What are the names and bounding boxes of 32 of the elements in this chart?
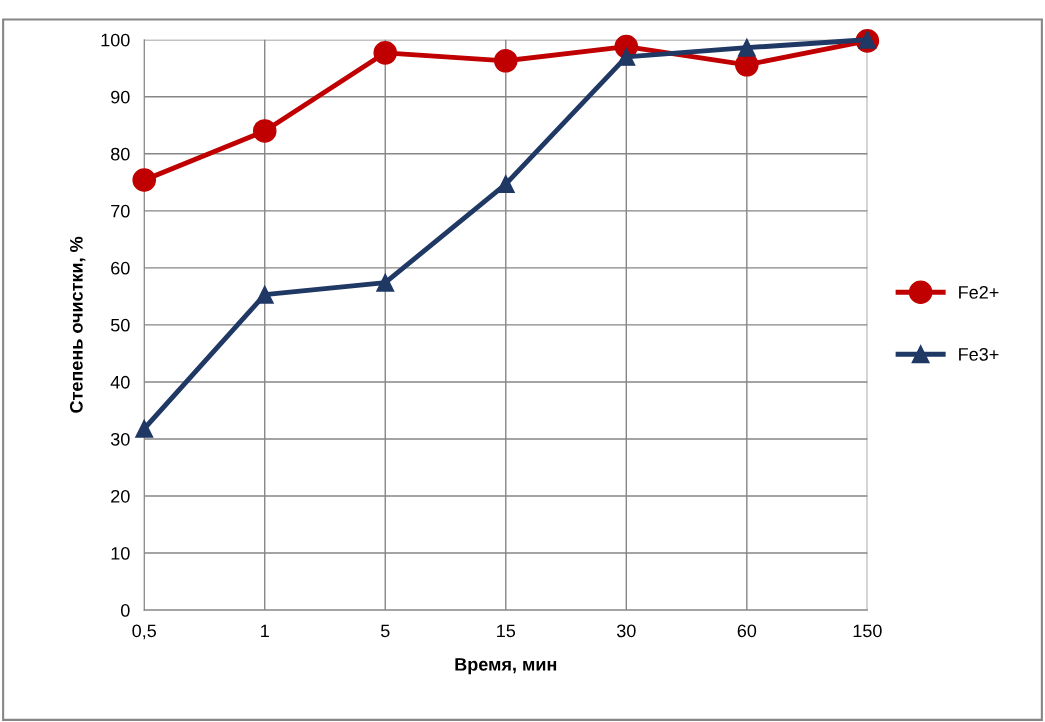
y-tick-label: 70 — [111, 204, 130, 218]
y-axis-title: Степень очистки, % — [69, 236, 86, 413]
point — [252, 119, 277, 143]
point — [376, 273, 395, 292]
y-tick-label: 30 — [110, 432, 130, 446]
point — [617, 47, 636, 66]
y-tick-label: 10 — [111, 546, 130, 560]
x-tick-label: 150 — [853, 624, 882, 638]
point — [493, 49, 518, 73]
legend-label: Fe3+ — [959, 347, 999, 361]
y-tick-label: 80 — [111, 147, 130, 161]
y-tick-label: 60 — [111, 261, 130, 275]
y-tick-label: 100 — [101, 33, 130, 47]
point — [135, 419, 154, 438]
y-tick-label: 90 — [111, 90, 130, 104]
y-tick-label: 0 — [120, 604, 130, 617]
point — [496, 174, 515, 194]
point — [132, 168, 157, 192]
x-tick-label: 0,5 — [132, 624, 156, 640]
point — [373, 41, 398, 65]
x-tick-label: 30 — [616, 624, 636, 638]
y-tick-label: 50 — [110, 318, 130, 332]
y-tick-label: 40 — [110, 375, 130, 389]
point — [255, 285, 274, 304]
x-tick-label: 15 — [497, 624, 516, 638]
point — [737, 38, 756, 57]
x-tick-label: 60 — [737, 624, 757, 638]
y-tick-label: 20 — [111, 489, 130, 503]
x-tick-label: 1 — [261, 624, 269, 638]
x-tick-label: 5 — [380, 624, 390, 638]
x-axis-title: Время, мин — [455, 658, 557, 675]
legend-label: Fe2+ — [959, 285, 999, 299]
